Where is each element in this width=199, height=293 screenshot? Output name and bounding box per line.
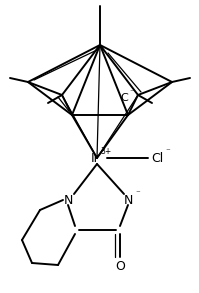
Text: 3+: 3+ — [100, 147, 112, 156]
Text: ⁻: ⁻ — [136, 190, 140, 198]
Text: Ir: Ir — [91, 151, 99, 164]
Text: O: O — [115, 260, 125, 272]
Text: ⁻: ⁻ — [166, 147, 170, 156]
Text: N: N — [123, 193, 133, 207]
Text: Cl: Cl — [151, 151, 163, 164]
Text: N: N — [63, 193, 73, 207]
Text: C: C — [120, 93, 128, 103]
Text: ⁻: ⁻ — [130, 88, 134, 98]
